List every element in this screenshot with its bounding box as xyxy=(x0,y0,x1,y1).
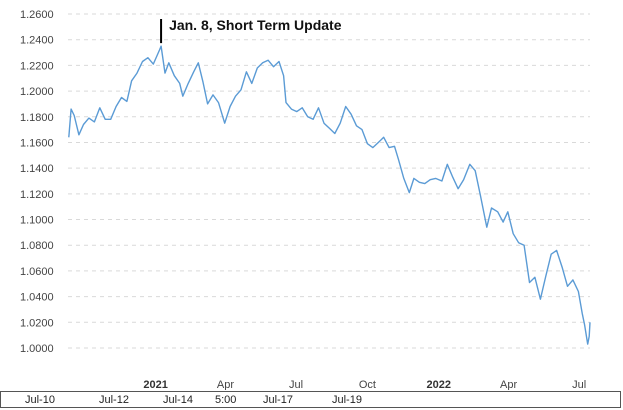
y-tick-label: 1.1000 xyxy=(20,215,54,227)
y-tick-label: 1.1400 xyxy=(20,163,54,175)
x-tick-label: Jul xyxy=(572,379,586,390)
y-tick-label: 1.0200 xyxy=(20,317,54,329)
y-tick-label: 1.0800 xyxy=(20,240,54,252)
y-tick-label: 1.0000 xyxy=(20,343,54,355)
y-tick-label: 1.0600 xyxy=(20,266,54,278)
y-tick-label: 1.2400 xyxy=(20,35,54,47)
y-tick-label: 1.1800 xyxy=(20,112,54,124)
navigator-label: 5:00 xyxy=(215,394,237,406)
navigator-label: Jul-19 xyxy=(332,394,362,406)
y-tick-label: 1.1600 xyxy=(20,137,54,149)
navigator-label: Jul-14 xyxy=(163,394,193,406)
navigator-label: Jul-12 xyxy=(99,394,129,406)
x-tick-label: 2021 xyxy=(143,379,167,390)
annotation: Jan. 8, Short Term Update xyxy=(160,17,342,44)
x-tick-label: 2022 xyxy=(427,379,451,390)
x-tick-label: Apr xyxy=(500,379,517,390)
y-tick-label: 1.2200 xyxy=(20,60,54,72)
x-tick-label: Oct xyxy=(359,379,376,390)
range-navigator[interactable]: Jul-10 Jul-12 Jul-14 5:00 Jul-17 Jul-19 xyxy=(0,391,621,408)
y-tick-label: 1.0400 xyxy=(20,292,54,304)
series-layer xyxy=(68,45,591,345)
y-tick-label: 1.2000 xyxy=(20,86,54,98)
navigator-label: Jul-10 xyxy=(25,394,55,406)
navigator-label: Jul-17 xyxy=(263,394,293,406)
grid-lines xyxy=(68,13,590,349)
y-tick-label: 1.2600 xyxy=(20,9,54,21)
x-tick-label: Apr xyxy=(217,379,234,390)
x-axis-labels: 2021 Apr Jul Oct 2022 Apr Jul xyxy=(143,379,586,390)
y-axis-labels: 1.2600 1.2400 1.2200 1.2000 1.1800 1.1600 1.14… xyxy=(20,9,54,355)
y-tick-label: 1.1200 xyxy=(20,189,54,201)
line-chart: 1.2600 1.2400 1.2200 1.2000 1.1800 1.1600 1.14… xyxy=(20,9,591,390)
annotation-label: Jan. 8, Short Term Update xyxy=(169,17,342,33)
x-tick-label: Jul xyxy=(289,379,303,390)
series-line xyxy=(68,45,591,345)
